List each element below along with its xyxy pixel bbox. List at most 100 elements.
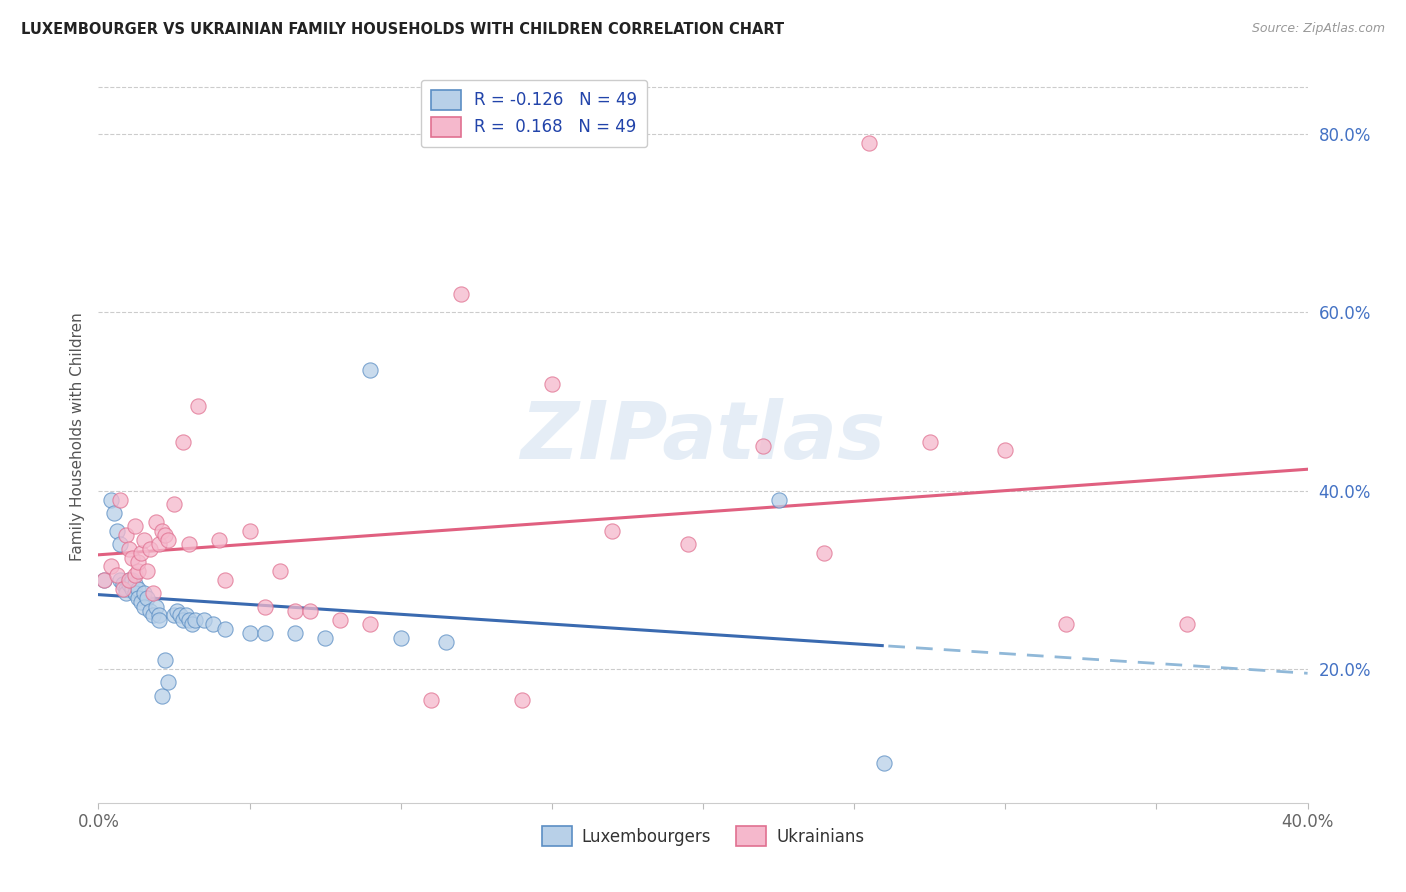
Point xyxy=(127,591,149,605)
Point xyxy=(873,756,896,770)
Point xyxy=(127,564,149,578)
Point xyxy=(813,546,835,560)
Point xyxy=(142,586,165,600)
Point xyxy=(148,537,170,551)
Point xyxy=(132,533,155,547)
Point xyxy=(153,653,176,667)
Point xyxy=(510,693,533,707)
Point xyxy=(602,524,624,538)
Point xyxy=(150,524,173,538)
Text: Source: ZipAtlas.com: Source: ZipAtlas.com xyxy=(1251,22,1385,36)
Point xyxy=(124,568,146,582)
Point xyxy=(181,617,204,632)
Point xyxy=(127,582,149,596)
Point xyxy=(163,608,186,623)
Text: ZIPatlas: ZIPatlas xyxy=(520,398,886,476)
Point xyxy=(239,626,262,640)
Point xyxy=(214,573,236,587)
Y-axis label: Family Households with Children: Family Households with Children xyxy=(69,313,84,561)
Point xyxy=(118,573,141,587)
Point xyxy=(139,604,162,618)
Point xyxy=(360,617,382,632)
Point xyxy=(172,434,194,449)
Point xyxy=(108,537,131,551)
Point xyxy=(269,564,291,578)
Point xyxy=(93,573,115,587)
Point xyxy=(1054,617,1077,632)
Point xyxy=(108,492,131,507)
Point xyxy=(253,599,276,614)
Point xyxy=(174,608,197,623)
Point xyxy=(1175,617,1198,632)
Point xyxy=(129,595,152,609)
Point xyxy=(253,626,276,640)
Point xyxy=(193,613,215,627)
Point xyxy=(135,564,157,578)
Point xyxy=(299,604,322,618)
Point xyxy=(153,528,176,542)
Point xyxy=(150,689,173,703)
Point xyxy=(202,617,225,632)
Point xyxy=(179,613,201,627)
Text: LUXEMBOURGER VS UKRAINIAN FAMILY HOUSEHOLDS WITH CHILDREN CORRELATION CHART: LUXEMBOURGER VS UKRAINIAN FAMILY HOUSEHO… xyxy=(21,22,785,37)
Point xyxy=(121,582,143,596)
Point xyxy=(111,577,134,591)
Point xyxy=(114,528,136,542)
Point xyxy=(994,443,1017,458)
Point xyxy=(118,541,141,556)
Point xyxy=(135,591,157,605)
Point xyxy=(752,439,775,453)
Point xyxy=(124,586,146,600)
Point xyxy=(93,573,115,587)
Point xyxy=(540,376,562,391)
Point xyxy=(858,136,880,150)
Point xyxy=(145,515,167,529)
Point xyxy=(329,613,352,627)
Point xyxy=(314,631,336,645)
Point xyxy=(145,599,167,614)
Point xyxy=(156,675,179,690)
Point xyxy=(139,541,162,556)
Point xyxy=(169,608,191,623)
Point xyxy=(118,577,141,591)
Point xyxy=(105,524,128,538)
Point xyxy=(450,287,472,301)
Point xyxy=(214,622,236,636)
Point xyxy=(103,506,125,520)
Point xyxy=(284,626,307,640)
Point xyxy=(389,631,412,645)
Point xyxy=(129,546,152,560)
Point xyxy=(105,568,128,582)
Point xyxy=(121,550,143,565)
Point xyxy=(184,613,207,627)
Point xyxy=(114,582,136,596)
Point xyxy=(676,537,699,551)
Point xyxy=(121,573,143,587)
Point xyxy=(108,573,131,587)
Point xyxy=(142,608,165,623)
Point xyxy=(434,635,457,649)
Point xyxy=(132,586,155,600)
Point xyxy=(148,608,170,623)
Point xyxy=(148,613,170,627)
Point xyxy=(172,613,194,627)
Point xyxy=(420,693,443,707)
Point xyxy=(166,604,188,618)
Point xyxy=(118,573,141,587)
Point xyxy=(918,434,941,449)
Legend: Luxembourgers, Ukrainians: Luxembourgers, Ukrainians xyxy=(536,820,870,853)
Point xyxy=(768,492,790,507)
Point xyxy=(360,363,382,377)
Point xyxy=(179,537,201,551)
Point xyxy=(187,399,209,413)
Point xyxy=(132,599,155,614)
Point xyxy=(114,586,136,600)
Point xyxy=(124,577,146,591)
Point xyxy=(156,533,179,547)
Point xyxy=(127,555,149,569)
Point xyxy=(208,533,231,547)
Point xyxy=(239,524,262,538)
Point xyxy=(163,497,186,511)
Point xyxy=(124,519,146,533)
Point xyxy=(111,582,134,596)
